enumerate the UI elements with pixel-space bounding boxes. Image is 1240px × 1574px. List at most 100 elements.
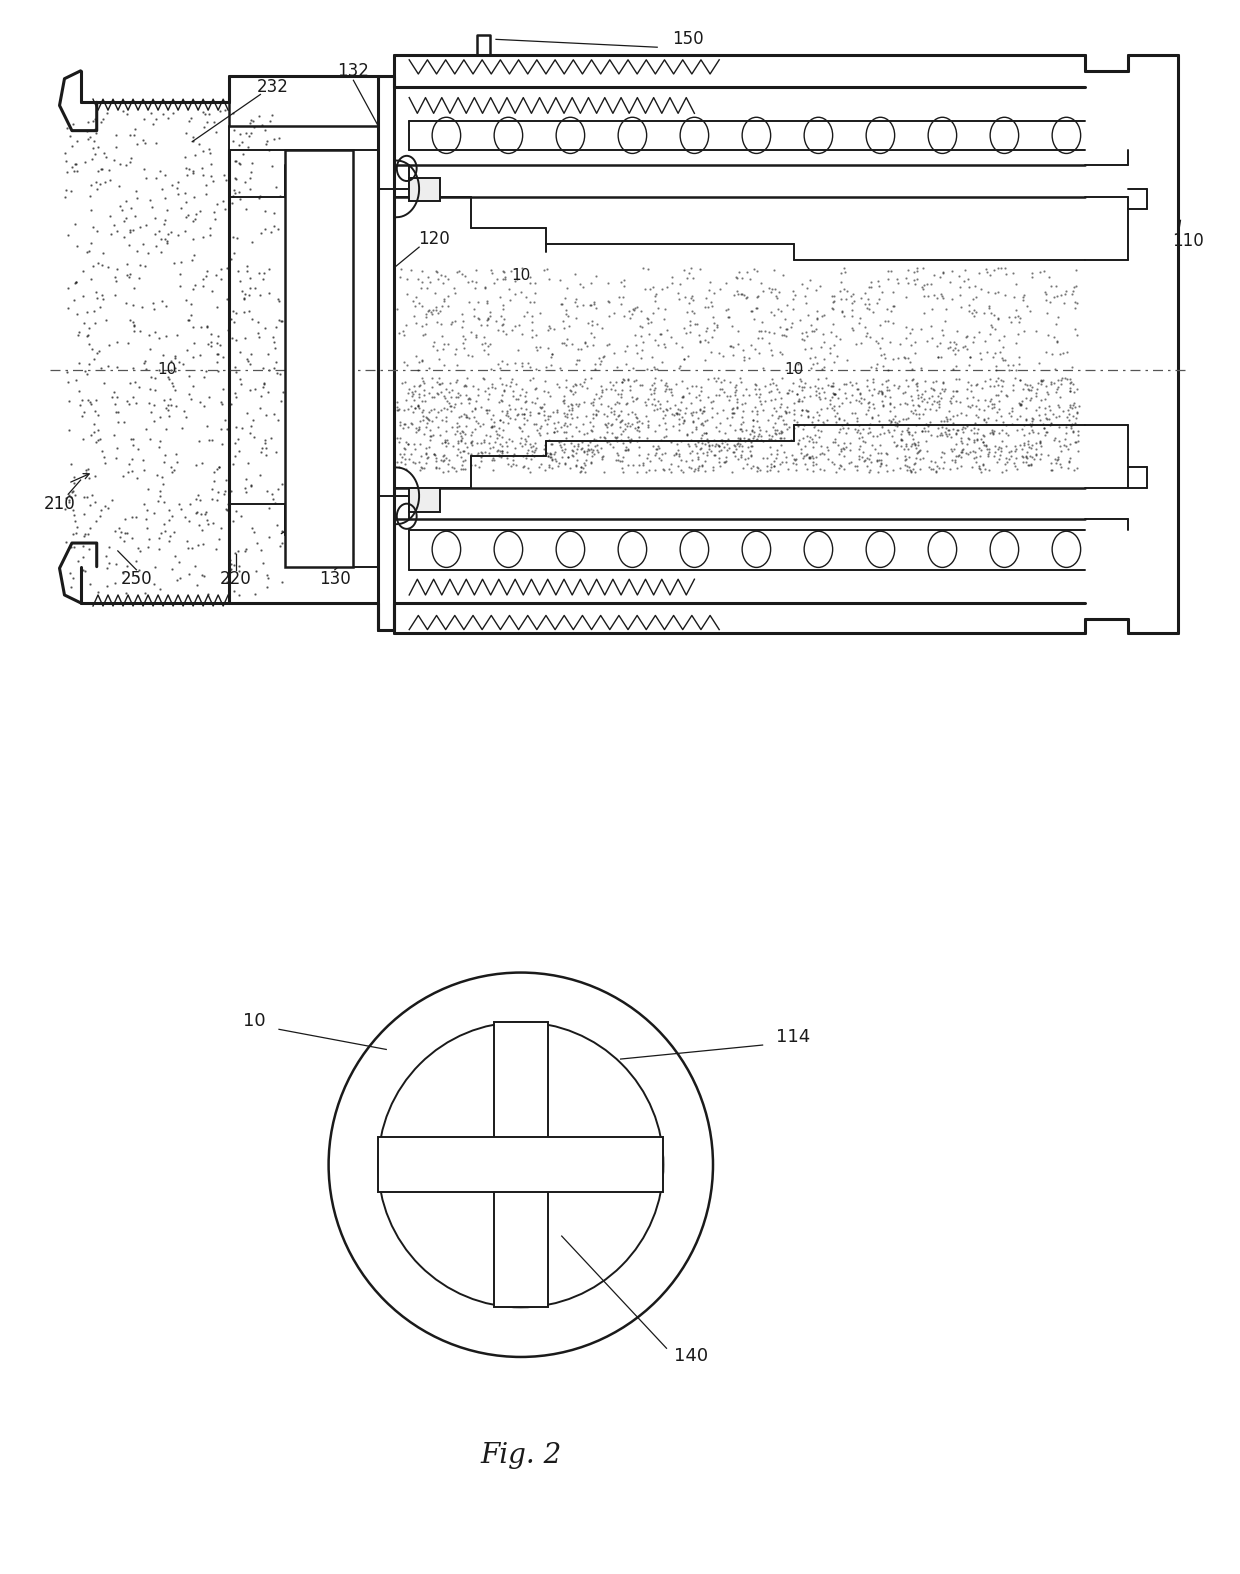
Point: [968, 417, 988, 442]
Point: [611, 428, 631, 453]
Point: [503, 447, 523, 472]
Point: [713, 397, 733, 422]
Point: [130, 538, 150, 563]
Point: [414, 382, 434, 408]
Point: [119, 452, 139, 477]
Point: [512, 419, 532, 444]
Point: [833, 304, 853, 329]
Point: [818, 447, 838, 472]
Point: [585, 356, 605, 381]
Point: [505, 441, 525, 466]
Point: [94, 140, 114, 165]
Point: [99, 534, 119, 559]
Point: [180, 560, 200, 586]
Point: [732, 405, 751, 430]
Point: [905, 450, 925, 475]
Point: [568, 436, 588, 461]
Point: [541, 441, 560, 466]
Point: [1028, 370, 1048, 395]
Point: [227, 225, 247, 250]
Point: [620, 414, 640, 439]
Point: [167, 176, 187, 201]
Point: [1009, 367, 1029, 392]
Point: [773, 263, 792, 288]
Point: [732, 282, 751, 307]
Point: [475, 338, 495, 364]
Point: [567, 293, 587, 318]
Point: [869, 312, 889, 337]
Point: [698, 367, 718, 392]
Point: [687, 312, 707, 337]
Point: [771, 403, 791, 428]
Point: [869, 286, 889, 312]
Point: [957, 431, 977, 456]
Point: [606, 425, 626, 450]
Point: [257, 478, 277, 504]
Point: [999, 447, 1019, 472]
Point: [968, 387, 988, 412]
Point: [823, 296, 843, 321]
Point: [875, 346, 895, 371]
Point: [992, 378, 1012, 403]
Point: [272, 389, 291, 414]
Point: [854, 449, 874, 474]
Point: [145, 320, 165, 345]
Point: [869, 274, 889, 299]
Point: [973, 423, 993, 449]
Point: [448, 353, 467, 378]
Point: [1059, 449, 1079, 474]
Point: [828, 456, 848, 482]
Point: [409, 384, 429, 409]
Point: [226, 384, 246, 409]
Point: [1021, 411, 1040, 436]
Point: [482, 375, 502, 400]
Point: [134, 351, 154, 376]
Point: [1018, 428, 1038, 453]
Point: [513, 453, 533, 478]
Point: [728, 282, 748, 307]
Point: [212, 392, 232, 417]
Point: [268, 477, 288, 502]
Point: [1050, 384, 1070, 409]
Point: [872, 389, 892, 414]
Point: [405, 285, 425, 310]
Point: [502, 452, 522, 477]
Point: [494, 268, 513, 293]
Point: [611, 420, 631, 445]
Point: [662, 382, 682, 408]
Point: [398, 414, 418, 439]
Point: [1055, 365, 1075, 390]
Point: [830, 419, 849, 444]
Point: [210, 453, 229, 478]
Point: [467, 382, 487, 408]
Point: [551, 356, 570, 381]
Point: [494, 307, 513, 332]
Point: [951, 439, 971, 464]
Point: [461, 320, 481, 345]
Point: [980, 436, 999, 461]
Point: [956, 441, 976, 466]
Point: [422, 384, 441, 409]
Point: [161, 357, 181, 382]
Point: [593, 345, 613, 370]
Point: [723, 401, 743, 427]
Point: [930, 381, 950, 406]
Point: [951, 294, 971, 320]
Point: [86, 310, 105, 335]
Point: [582, 417, 601, 442]
Point: [795, 327, 815, 353]
Point: [926, 460, 946, 485]
Point: [97, 145, 117, 170]
Point: [684, 456, 704, 482]
Point: [920, 455, 940, 480]
Point: [86, 116, 105, 142]
Point: [799, 444, 818, 469]
Point: [945, 450, 965, 475]
Point: [730, 442, 750, 467]
Point: [998, 353, 1018, 378]
Point: [475, 275, 495, 301]
Point: [626, 405, 646, 430]
Point: [254, 118, 274, 143]
Point: [625, 368, 645, 394]
Point: [862, 274, 882, 299]
